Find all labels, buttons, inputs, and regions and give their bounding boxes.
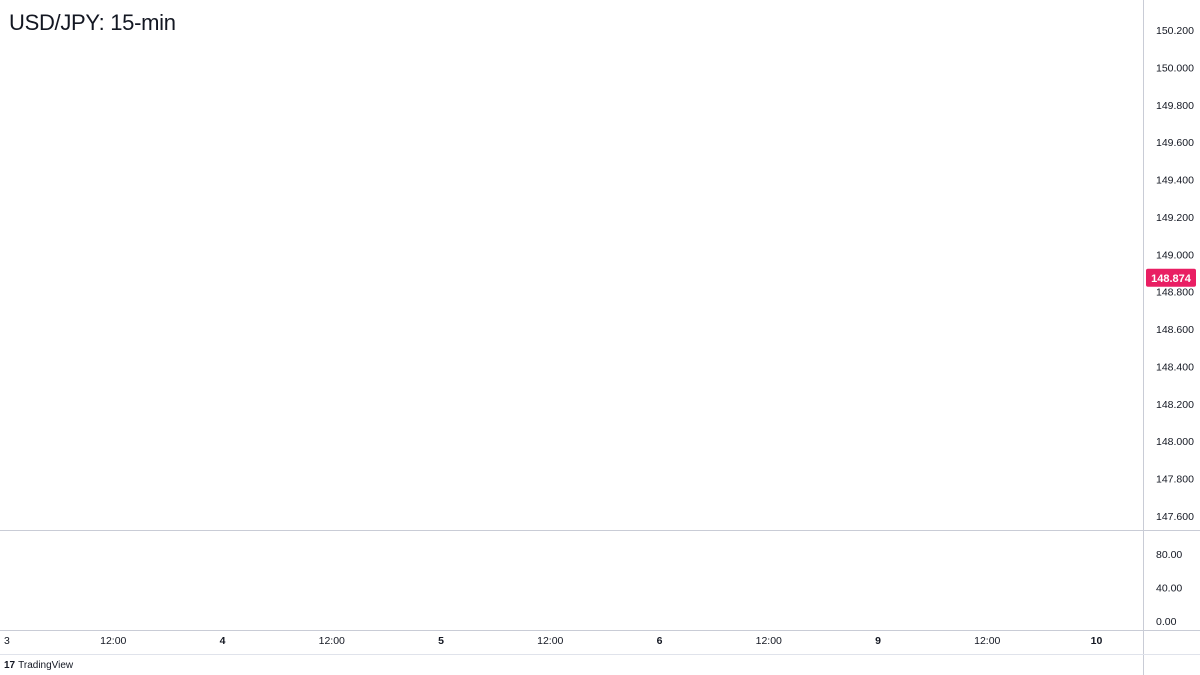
time-tick-label: 4 [220,635,226,647]
time-tick-label: 10 [1091,635,1103,647]
chart-title: USD/JPY: 15-min [9,10,176,35]
time-tick-label: 12:00 [974,635,1000,647]
price-tick-label: 148.400 [1156,361,1194,373]
price-tick-label: 149.000 [1156,249,1194,261]
oscillator-tick-label: 80.00 [1156,549,1182,561]
oscillator-tick-label: 40.00 [1156,583,1182,595]
time-tick-label: 5 [438,635,444,647]
price-tick-label: 147.800 [1156,474,1194,486]
tradingview-brand[interactable]: 17 TradingView [4,660,73,671]
price-tick-label: 150.000 [1156,62,1194,74]
price-tick-label: 148.000 [1156,436,1194,448]
time-tick-label: 12:00 [537,635,563,647]
time-tick-label: 12:00 [319,635,345,647]
price-tick-label: 147.600 [1156,511,1194,523]
time-tick-label: 3 [4,635,10,647]
price-tick-label: 149.600 [1156,137,1194,149]
time-tick-label: 12:00 [100,635,126,647]
time-tick-label: 6 [657,635,663,647]
price-tick-label: 150.200 [1156,25,1194,37]
last-price-tag [1146,268,1196,287]
time-tick-label: 12:00 [756,635,782,647]
tradingview-logo-icon: 17 [4,660,16,671]
price-tick-label: 148.200 [1156,399,1194,411]
last-price-label: 148.874 [1151,273,1192,285]
brand-label: TradingView [18,660,74,671]
price-tick-label: 149.800 [1156,100,1194,112]
price-tick-label: 148.800 [1156,287,1194,299]
price-tick-label: 149.200 [1156,212,1194,224]
price-tick-label: 148.600 [1156,324,1194,336]
oscillator-tick-label: 0.00 [1156,616,1177,628]
price-tick-label: 149.400 [1156,175,1194,187]
time-tick-label: 9 [875,635,881,647]
